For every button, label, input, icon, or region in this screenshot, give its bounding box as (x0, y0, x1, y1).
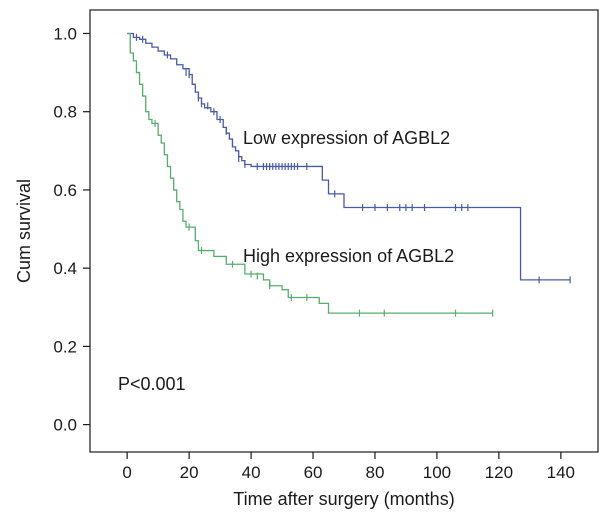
x-axis-title: Time after surgery (months) (233, 489, 454, 509)
x-tick-label: 140 (547, 463, 575, 482)
y-axis-ticks: 0.0 0.2 0.4 0.6 0.8 1.0 (53, 24, 90, 434)
survival-curve-high-expression (127, 33, 493, 313)
series-high-expression (127, 33, 493, 316)
y-tick-label: 0.4 (53, 259, 77, 278)
x-tick-label: 60 (304, 463, 323, 482)
annotation-high-expression: High expression of AGBL2 (243, 246, 454, 266)
x-tick-label: 120 (485, 463, 513, 482)
survival-curve-low-expression (127, 33, 570, 279)
x-tick-label: 40 (242, 463, 261, 482)
y-axis-title: Cum survival (14, 179, 34, 283)
x-tick-label: 80 (366, 463, 385, 482)
x-tick-label: 100 (423, 463, 451, 482)
y-tick-label: 0.0 (53, 416, 77, 435)
y-tick-label: 1.0 (53, 24, 77, 43)
annotation-low-expression: Low expression of AGBL2 (243, 128, 450, 148)
x-axis-ticks: 0 20 40 60 80 100 120 140 (122, 452, 575, 482)
x-tick-label: 0 (122, 463, 131, 482)
x-tick-label: 20 (180, 463, 199, 482)
annotation-p-value: P<0.001 (118, 374, 186, 394)
y-tick-label: 0.6 (53, 181, 77, 200)
y-tick-label: 0.8 (53, 103, 77, 122)
y-tick-label: 0.2 (53, 337, 77, 356)
series-layer (127, 33, 570, 316)
